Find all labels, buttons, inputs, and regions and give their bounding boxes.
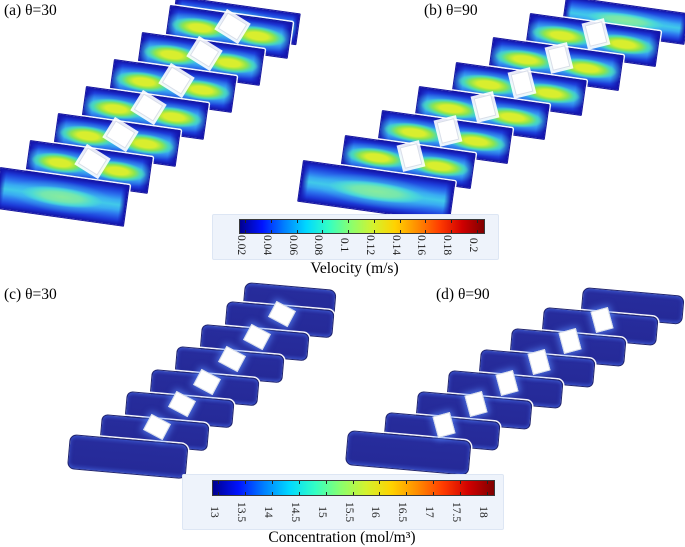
colorbar-tick-label: 0.2 [467,237,479,253]
colorbar-tick [271,481,273,484]
colorbar-tick [451,230,453,233]
colorbar-tick [379,481,381,484]
colorbar-tick-label: 18 [477,506,489,518]
colorbar-tick-label: 15.5 [342,501,355,523]
panel-label-a: (a) θ=30 [4,2,57,19]
velocity-colorbar-panel: 0.02 0.04 0.06 0.08 0.1 0.12 0.14 0.16 0.18 0.2 [212,214,499,260]
colorbar-tick-label: 14.5 [288,501,301,523]
colorbar-tick [373,220,375,223]
colorbar-tick [244,492,246,495]
colorbar-tick [271,492,273,495]
colorbar-tick [425,230,427,233]
colorbar-tick-label: 0.12 [363,234,376,256]
panel-label-b: (b) θ=90 [424,2,478,19]
colorbar-tick-label: 13.5 [234,501,247,523]
colorbar-tick [433,492,435,495]
colorbar-tick-label: 0.18 [441,234,454,256]
colorbar-tick [373,230,375,233]
colorbar-tick-label: 16 [369,506,382,518]
colorbar-tick [245,220,246,223]
colorbar-tick [298,481,300,484]
colorbar-tick-label: 17 [423,506,436,518]
colorbar-tick [379,492,381,495]
colorbar-tick-label: 13 [208,506,220,518]
colorbar-tick [352,481,354,484]
colorbar-tick [322,220,324,223]
colorbar-tick-label: 17.5 [450,501,463,523]
concentration-colorbar-gradient [212,480,495,496]
colorbar-tick [244,481,246,484]
colorbar-tick-label: 0.1 [338,237,351,253]
colorbar-tick [477,220,478,223]
panel-label-c: (c) θ=30 [4,286,57,303]
colorbar-tick [298,492,300,495]
colorbar-tick [399,220,401,223]
colorbar-tick-label: 0.16 [415,234,428,256]
colorbar-tick [245,230,246,233]
colorbar-tick [425,220,427,223]
colorbar-tick [218,492,219,495]
colorbar-tick [322,230,324,233]
colorbar-tick [348,220,350,223]
colorbar-tick [270,230,272,233]
colorbar-tick-label: 15 [315,506,328,518]
colorbar-tick-label: 16.5 [396,501,409,523]
colorbar-tick [451,220,453,223]
colorbar-tick [487,481,488,484]
colorbar-tick [433,481,435,484]
concentration-colorbar-panel: 13 13.5 14 14.5 15 15.5 16 16.5 17 17.5 18 [182,474,504,530]
colorbar-tick [270,220,272,223]
colorbar-tick [487,492,488,495]
colorbar-tick [296,220,298,223]
colorbar-tick [406,492,408,495]
colorbar-tick-label: 14 [261,506,274,518]
colorbar-tick [406,481,408,484]
colorbar-tick [477,230,478,233]
colorbar-tick [352,492,354,495]
colorbar-tick [218,481,219,484]
panel-label-d: (d) θ=90 [436,286,490,303]
colorbar-tick [399,230,401,233]
colorbar-tick-label: 0.02 [235,234,247,256]
colorbar-tick [460,492,462,495]
colorbar-tick [296,230,298,233]
velocity-colorbar-caption: Velocity (m/s) [310,260,399,277]
colorbar-tick [460,481,462,484]
colorbar-tick-label: 0.06 [286,234,299,256]
colorbar-tick-label: 0.14 [389,234,402,256]
colorbar-tick-label: 0.08 [312,234,325,256]
colorbar-tick-label: 0.04 [260,234,273,256]
concentration-colorbar-caption: Concentration (mol/m³) [268,529,416,546]
colorbar-tick [325,481,327,484]
colorbar-tick [348,230,350,233]
colorbar-tick [325,492,327,495]
velocity-colorbar-gradient [239,219,485,234]
